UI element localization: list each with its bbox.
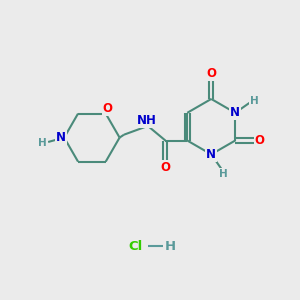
Text: H: H: [218, 169, 227, 179]
Text: O: O: [206, 67, 216, 80]
Text: O: O: [103, 102, 113, 115]
Text: NH: NH: [136, 114, 156, 127]
Text: N: N: [230, 106, 240, 119]
Text: Cl: Cl: [128, 240, 142, 253]
Text: H: H: [250, 96, 259, 106]
Text: H: H: [165, 240, 176, 253]
Text: O: O: [160, 161, 170, 174]
Text: O: O: [254, 134, 265, 147]
Text: N: N: [206, 148, 216, 161]
Text: N: N: [56, 131, 66, 144]
Text: H: H: [38, 138, 47, 148]
